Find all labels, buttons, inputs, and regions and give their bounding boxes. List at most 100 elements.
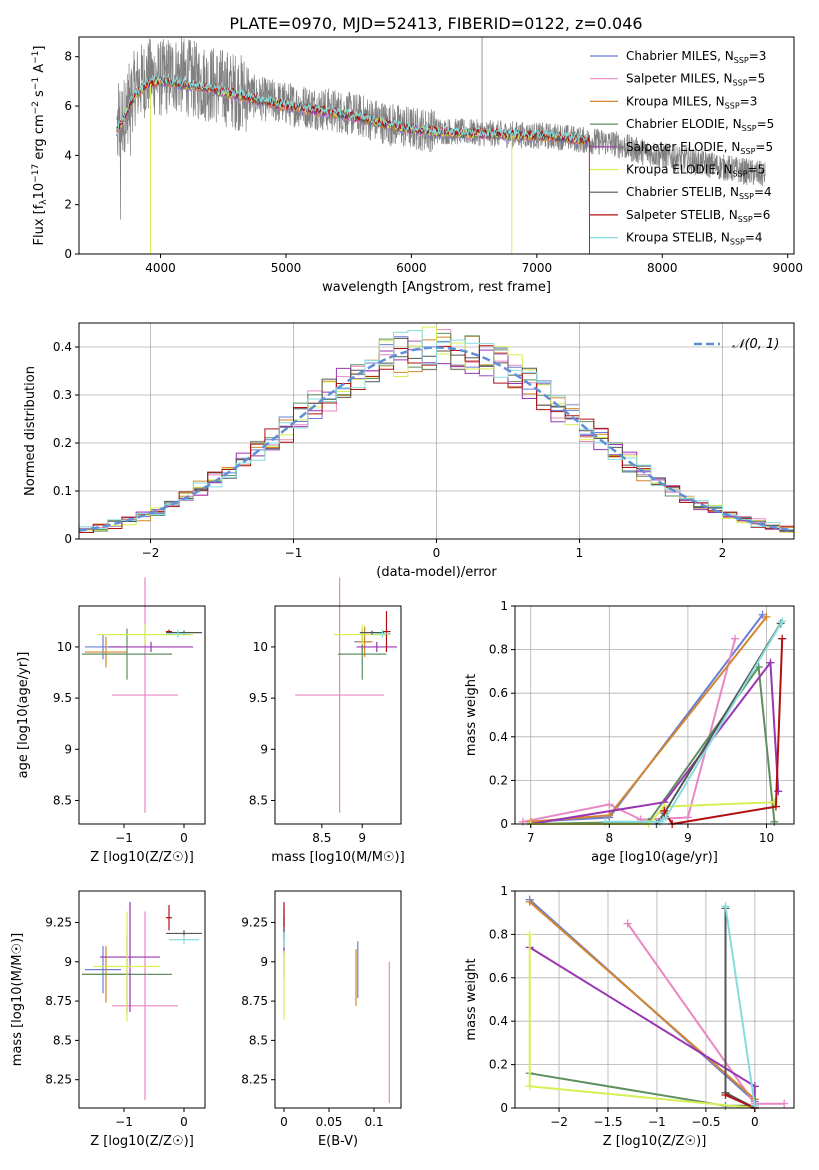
x-axis-label: (data-model)/error: [376, 565, 497, 580]
weight_vs_Z-panel: −2 −1.5 −1 −0.5 0 0 0.2 0.4 0.6 0.8 1 Z [log10(Z/Z☉…: [464, 884, 795, 1149]
marker-kroupa_elodie: [525, 1082, 534, 1091]
marker-kroupa_elodie: [525, 930, 534, 939]
y-tick-label: 0: [500, 817, 508, 831]
y-tick-label: 9: [64, 955, 72, 969]
x-tick-label: 4000: [145, 261, 176, 275]
y-tick-label: 0: [64, 247, 72, 261]
y-tick-label: 9.25: [45, 915, 72, 929]
x-axis-label: E(B-V): [318, 1134, 358, 1149]
axes-frame: [78, 890, 206, 1109]
series-kroupa_stelib: [724, 906, 756, 1106]
legend-label-salpeter_elodie: Salpeter ELODIE, NSSP=5: [626, 140, 773, 156]
axes-frame: [514, 890, 795, 1109]
y-tick-label: 8.75: [241, 994, 268, 1008]
marker-salpeter_miles: [780, 1099, 789, 1108]
figure-title: PLATE=0970, MJD=52413, FIBERID=0122, z=0…: [229, 14, 642, 33]
y-tick-label: 8.25: [241, 1073, 268, 1087]
x-tick-label: −0.5: [691, 1115, 720, 1129]
axes-frame: [274, 605, 402, 825]
y-tick-label: 1: [500, 884, 508, 898]
y-tick-label: 4: [64, 148, 72, 162]
y-tick-label: 0.4: [489, 1014, 508, 1028]
normal-curve: [78, 346, 795, 532]
x-tick-label: 8.5: [312, 831, 331, 845]
x-axis-label: age [log10(age/yr)]: [591, 850, 718, 865]
y-tick-label: 0.4: [53, 340, 72, 354]
marker-kroupa_miles: [762, 612, 771, 621]
y-tick-label: 9: [64, 742, 72, 756]
y-tick-label: 0.1: [53, 484, 72, 498]
x-axis-label: Z [log10(Z/Z☉)]: [90, 850, 194, 865]
x-tick-label: 8000: [647, 261, 678, 275]
x-tick-label: 0: [180, 1115, 188, 1129]
y-tick-label: 0.2: [53, 436, 72, 450]
axes-frame: [274, 890, 402, 1109]
x-tick-label: 9: [684, 831, 692, 845]
series-kroupa_stelib: [605, 620, 784, 823]
x-tick-label: −1.5: [593, 1115, 622, 1129]
spectrum-panel: 4000 5000 6000 7000 8000 9000 0 2 4 6 8 wavelength …: [31, 36, 803, 295]
x-tick-label: −2: [550, 1115, 568, 1129]
y-tick-label: 10: [57, 640, 72, 654]
series-salpeter_elodie: [529, 946, 756, 1108]
y-tick-label: 0: [500, 1101, 508, 1115]
x-axis-label: Z [log10(Z/Z☉)]: [90, 1134, 194, 1149]
axes-frame: [78, 36, 795, 255]
legend-label-chabrier_elodie: Chabrier ELODIE, NSSP=5: [626, 117, 774, 133]
legend-label-normal: 𝒩(0, 1): [732, 337, 779, 352]
x-tick-label: 9: [358, 831, 366, 845]
y-tick-label: 1: [500, 599, 508, 613]
weight_vs_age-panel: 7 8 9 10 0 0.2 0.4 0.6 0.8 1 age [log10(age/yr)] ma…: [464, 599, 795, 865]
y-tick-label: 9.5: [249, 691, 268, 705]
age_vs_mass-panel: 8.5 9 8.5 9 9.5 10 mass [log10(M/M☉)]: [249, 577, 405, 865]
y-tick-label: 0: [64, 532, 72, 546]
x-tick-label: −1: [285, 546, 303, 560]
y-tick-label: 8.5: [53, 1033, 72, 1047]
series-chabrier_elodie: [530, 664, 776, 825]
x-axis-label: wavelength [Angstrom, rest frame]: [322, 280, 551, 295]
marker-kroupa_miles: [525, 897, 534, 906]
y-tick-label: 0.8: [489, 643, 508, 657]
y-tick-label: 0.2: [489, 773, 508, 787]
x-tick-label: 8: [605, 831, 613, 845]
y-tick-label: 9.25: [241, 915, 268, 929]
y-tick-label: 9.5: [53, 691, 72, 705]
y-tick-label: 8.5: [249, 1033, 268, 1047]
x-tick-label: −2: [142, 546, 160, 560]
marker-salpeter_miles: [731, 634, 740, 643]
x-tick-label: −1: [115, 1115, 133, 1129]
y-axis-label: mass [log10(M/M☉)]: [10, 933, 25, 1066]
series-salpeter_stelib: [725, 1094, 756, 1109]
x-tick-label: 0: [180, 831, 188, 845]
y-tick-label: 0.3: [53, 388, 72, 402]
x-tick-label: 7: [527, 831, 535, 845]
y-tick-label: 0.6: [489, 971, 508, 985]
x-tick-label: 0.05: [316, 1115, 343, 1129]
y-axis-label: Flux [fλ10−17 erg cm−2 s−1 A−1]: [31, 46, 49, 246]
marker-kroupa_stelib: [721, 902, 730, 911]
y-axis-label: age [log10(age/yr)]: [16, 652, 31, 779]
legend-label-chabrier_miles: Chabrier MILES, NSSP=3: [626, 49, 766, 65]
marker-salpeter_stelib: [771, 802, 780, 811]
marker-salpeter_miles: [683, 813, 692, 822]
age_vs_Z-panel: −1 0 8.5 9 9.5 10 Z [log10(Z/Z☉)] age [log10(ag…: [16, 577, 206, 865]
legend-label-salpeter_miles: Salpeter MILES, NSSP=5: [626, 72, 765, 88]
y-tick-label: 8.5: [249, 793, 268, 807]
x-tick-label: 2: [719, 546, 727, 560]
series-kroupa_miles: [530, 616, 768, 823]
y-tick-label: 9: [260, 955, 268, 969]
marker-salpeter_elodie: [766, 658, 775, 667]
x-tick-label: 7000: [522, 261, 553, 275]
marker-kroupa_stelib: [778, 617, 787, 626]
x-tick-label: 5000: [271, 261, 302, 275]
y-tick-label: 8: [64, 50, 72, 64]
marker-salpeter_stelib: [660, 806, 669, 815]
y-axis-label: mass weight: [464, 674, 479, 756]
mass_vs_ebv-panel: 0 0.05 0.1 8.25 8.5 8.75 9 9.25 E(B-V): [241, 890, 402, 1149]
x-tick-label: 9000: [772, 261, 803, 275]
marker-kroupa_miles: [605, 811, 614, 820]
x-tick-label: 6000: [396, 261, 427, 275]
x-tick-label: 0.1: [364, 1115, 383, 1129]
y-tick-label: 0.8: [489, 927, 508, 941]
